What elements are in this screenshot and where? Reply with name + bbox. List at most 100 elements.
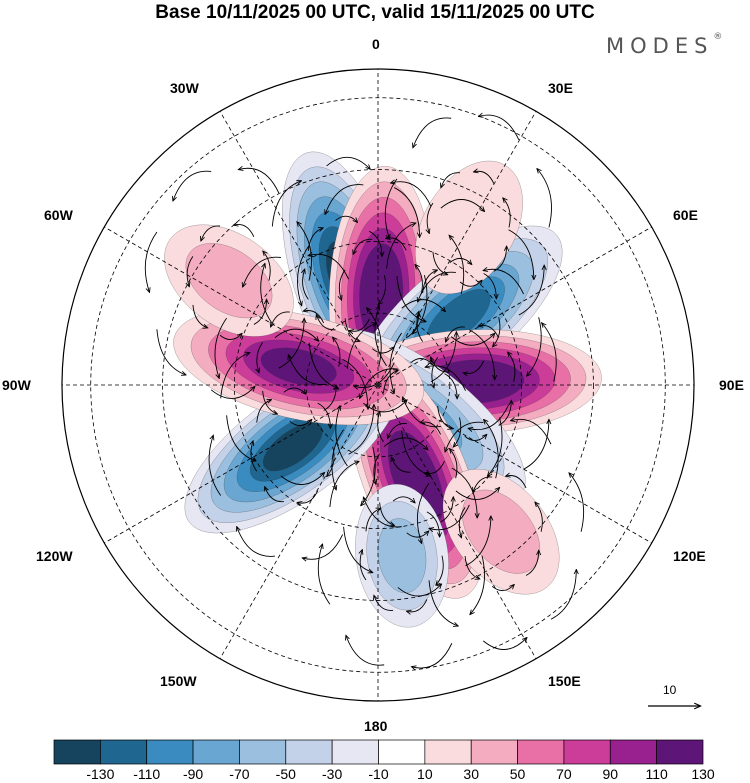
streamline-14 <box>415 265 423 295</box>
colorbar-tick-label: -50 <box>275 766 296 782</box>
streamline-92 <box>303 534 344 559</box>
streamline-167 <box>479 115 520 141</box>
streamline-5 <box>335 215 358 222</box>
streamline-36 <box>469 404 509 430</box>
colorbar-tick-label: -10 <box>368 766 389 782</box>
streamline-121 <box>483 638 526 650</box>
streamline-83 <box>425 366 466 391</box>
streamline-34 <box>483 273 497 299</box>
streamline-148 <box>278 319 304 369</box>
streamline-112 <box>535 502 543 532</box>
streamline-116 <box>459 507 466 537</box>
streamline-42 <box>508 352 516 382</box>
streamline-155 <box>493 247 507 272</box>
streamline-22 <box>430 332 456 383</box>
colorbar-tick-label: -90 <box>182 766 204 782</box>
streamline-86 <box>265 487 284 503</box>
streamline-125 <box>511 419 552 445</box>
streamline-44 <box>464 435 487 441</box>
streamline-93 <box>237 527 276 557</box>
colorbar-tick-label: 90 <box>602 766 619 782</box>
streamline-19 <box>353 238 373 254</box>
streamline-98 <box>333 337 341 367</box>
streamline-91 <box>361 446 376 506</box>
streamline-122 <box>428 580 458 626</box>
streamline-10 <box>260 264 273 324</box>
streamline-41 <box>508 229 534 279</box>
streamline-161 <box>537 169 552 228</box>
reference-vector-label: 10 <box>663 683 677 697</box>
streamline-79 <box>397 584 441 597</box>
streamline-97 <box>342 358 368 408</box>
streamline-18 <box>339 269 346 300</box>
streamline-156 <box>459 280 482 287</box>
lon-label-60w: 60W <box>44 207 73 223</box>
colorbar-tick-label: -110 <box>133 766 161 782</box>
streamline-65 <box>364 497 402 528</box>
streamline-124 <box>445 421 484 451</box>
streamline-135 <box>346 636 385 666</box>
streamline-131 <box>392 496 415 503</box>
streamline-80 <box>343 526 373 573</box>
streamline-159 <box>441 172 461 188</box>
streamline-59 <box>378 412 384 442</box>
streamline-1 <box>349 318 370 331</box>
anomaly-contour-8-1 <box>462 489 541 574</box>
streamline-108 <box>226 415 256 461</box>
streamline-130 <box>365 509 380 532</box>
streamline-88 <box>256 400 271 423</box>
streamline-132 <box>426 511 440 537</box>
streamline-60 <box>383 370 397 394</box>
streamline-113 <box>525 551 539 576</box>
anomaly-contour-10-1 <box>185 243 273 319</box>
parallel-30 <box>233 240 523 530</box>
streamline-157 <box>432 251 447 275</box>
streamline-164 <box>396 275 426 322</box>
streamline-145 <box>201 225 221 241</box>
streamline-84 <box>327 446 335 476</box>
streamline-85 <box>298 490 319 503</box>
streamline-70 <box>450 449 458 479</box>
streamline-37 <box>403 397 441 428</box>
streamline-153 <box>239 168 280 194</box>
colorbar-tick-label: -30 <box>322 766 343 782</box>
streamline-29 <box>464 360 485 373</box>
streamline-117 <box>473 476 493 492</box>
streamline-141 <box>253 300 267 325</box>
streamline-13 <box>394 187 419 237</box>
parallel-45 <box>162 169 594 601</box>
lon-label-150w: 150W <box>160 673 197 689</box>
wind-streamlines <box>144 115 585 668</box>
streamline-133 <box>470 555 485 615</box>
lon-label-120e: 120E <box>673 548 706 564</box>
streamline-16 <box>371 347 394 354</box>
streamline-100 <box>289 420 312 427</box>
colorbar-tick-label: 10 <box>417 766 433 782</box>
streamline-118 <box>506 476 527 489</box>
streamline-48 <box>479 325 500 339</box>
streamline-146 <box>234 224 255 238</box>
colorbar-swatch-4 <box>239 739 287 765</box>
lon-label-30w: 30W <box>170 80 199 96</box>
lon-label-0: 0 <box>372 36 380 52</box>
colorbar-swatch-7 <box>378 739 426 765</box>
streamline-160 <box>474 171 495 184</box>
streamline-138 <box>383 437 427 450</box>
lon-label-90w: 90W <box>2 377 31 393</box>
streamline-120 <box>550 570 576 620</box>
colorbar-swatch-3 <box>192 739 240 765</box>
streamline-17 <box>344 318 359 341</box>
streamline-139 <box>451 467 477 517</box>
streamline-50 <box>523 420 549 470</box>
streamline-150 <box>156 329 186 375</box>
streamline-54 <box>418 271 456 301</box>
map-disc-border <box>61 68 695 702</box>
streamline-64 <box>429 504 470 530</box>
streamline-162 <box>518 266 544 316</box>
streamline-78 <box>465 516 491 567</box>
colorbar-swatch-10 <box>517 739 565 765</box>
streamline-74 <box>374 453 380 484</box>
streamline-62 <box>444 373 457 399</box>
streamline-94 <box>208 436 222 496</box>
